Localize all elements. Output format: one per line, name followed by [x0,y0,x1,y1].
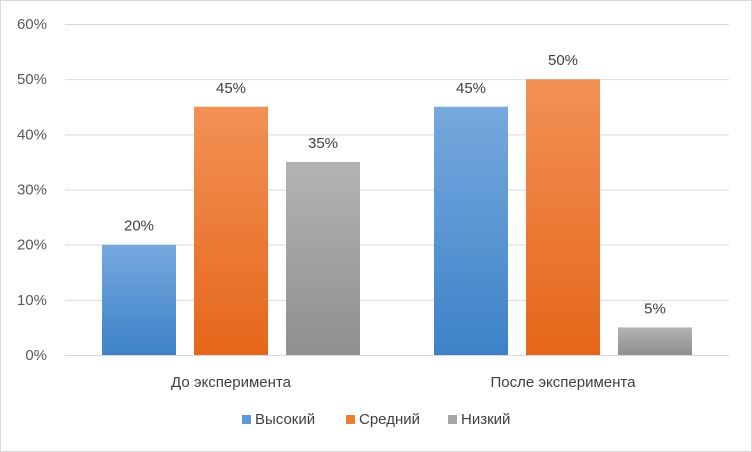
legend-label: Средний [359,411,420,428]
data-label: 5% [644,300,666,317]
legend-swatch [346,415,355,424]
bar-2-2 [526,79,600,356]
bars [102,79,692,356]
data-label: 35% [308,135,338,152]
bar-3-2 [618,327,692,355]
legend-label: Низкий [461,411,510,428]
y-tick-label: 50% [17,71,47,88]
y-tick-label: 30% [17,182,47,199]
bar-3-1 [286,161,360,355]
y-axis-ticks: 0% 10% 20% 30% 40% 50% 60% [17,16,47,364]
data-labels: 20% 45% 35% 45% 50% 5% [124,52,666,317]
data-label: 45% [456,80,486,97]
y-tick-label: 40% [17,126,47,143]
y-tick-label: 60% [17,16,47,33]
category-labels: До эксперимента После эксперимента [171,374,636,391]
data-label: 50% [548,52,578,69]
data-label: 45% [216,80,246,97]
bar-1-2 [434,106,508,355]
legend-swatch [448,415,457,424]
category-label: После эксперимента [491,374,637,391]
legend: Высокий Средний Низкий [242,411,510,428]
bar-2-1 [194,106,268,355]
y-tick-label: 0% [25,347,47,364]
legend-swatch [242,415,251,424]
bar-1-1 [102,244,176,355]
y-tick-label: 20% [17,237,47,254]
legend-label: Высокий [255,411,315,428]
y-tick-label: 10% [17,292,47,309]
category-label: До эксперимента [171,374,292,391]
data-label: 20% [124,218,154,235]
